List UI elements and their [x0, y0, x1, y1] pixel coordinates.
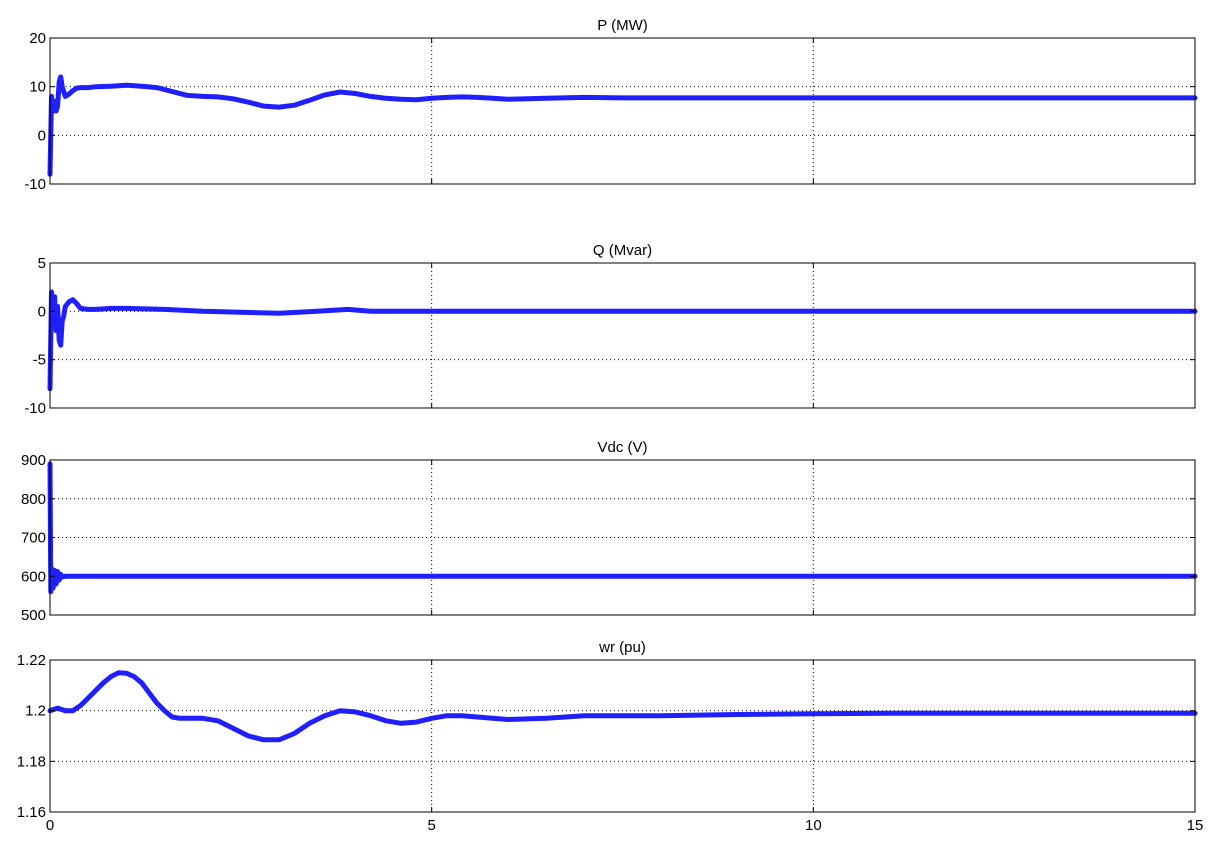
subplot-title: Q (Mvar) — [593, 242, 652, 259]
y-tick-label: 700 — [21, 530, 46, 547]
y-tick-label: 600 — [21, 568, 46, 585]
x-tick-label: 5 — [427, 817, 435, 834]
y-tick-label: 0 — [38, 127, 46, 144]
series-line-1 — [47, 461, 1198, 595]
subplot-title: Vdc (V) — [597, 439, 647, 456]
plot-area — [50, 38, 1195, 184]
series-line-1 — [47, 289, 1198, 392]
subplot-4: 1.16 1.18 1.2 1.22 0 5 10 15 wr (pu) — [17, 639, 1204, 834]
subplot-title: P (MW) — [597, 17, 648, 34]
subplot-title: wr (pu) — [598, 639, 646, 656]
x-tick-label: 10 — [805, 817, 822, 834]
plot-area — [50, 263, 1195, 408]
axes-frame — [49, 659, 1196, 813]
x-tick-label: 15 — [1187, 817, 1204, 834]
subplot-1: -10 0 10 20 P (MW) — [24, 17, 1198, 193]
axes-frame — [49, 37, 1196, 185]
y-tick-label: 0 — [38, 303, 46, 320]
subplot-2: -10 -5 0 5 Q (Mvar) — [24, 242, 1198, 417]
y-tick-label: 1.18 — [17, 753, 46, 770]
x-tick-label: 0 — [46, 817, 54, 834]
y-tick-label: 1.22 — [17, 652, 46, 669]
y-tick-label: 10 — [29, 79, 46, 96]
y-tick-label: 20 — [29, 30, 46, 47]
y-tick-label: 500 — [21, 607, 46, 624]
y-tick-label: 1.16 — [17, 804, 46, 821]
y-tick-label: 1.2 — [25, 703, 46, 720]
y-tick-label: -10 — [24, 176, 46, 193]
axes-frame — [49, 262, 1196, 409]
y-tick-label: 800 — [21, 491, 46, 508]
y-tick-label: -10 — [24, 400, 46, 417]
series-line-1 — [47, 670, 1198, 743]
y-tick-label: 5 — [38, 255, 46, 272]
series-line-1 — [47, 74, 1198, 177]
y-tick-label: 900 — [21, 452, 46, 469]
y-tick-label: -5 — [33, 352, 46, 369]
plot-area — [50, 660, 1195, 812]
subplot-3: 500 600 700 800 900 Vdc (V) — [21, 439, 1198, 624]
